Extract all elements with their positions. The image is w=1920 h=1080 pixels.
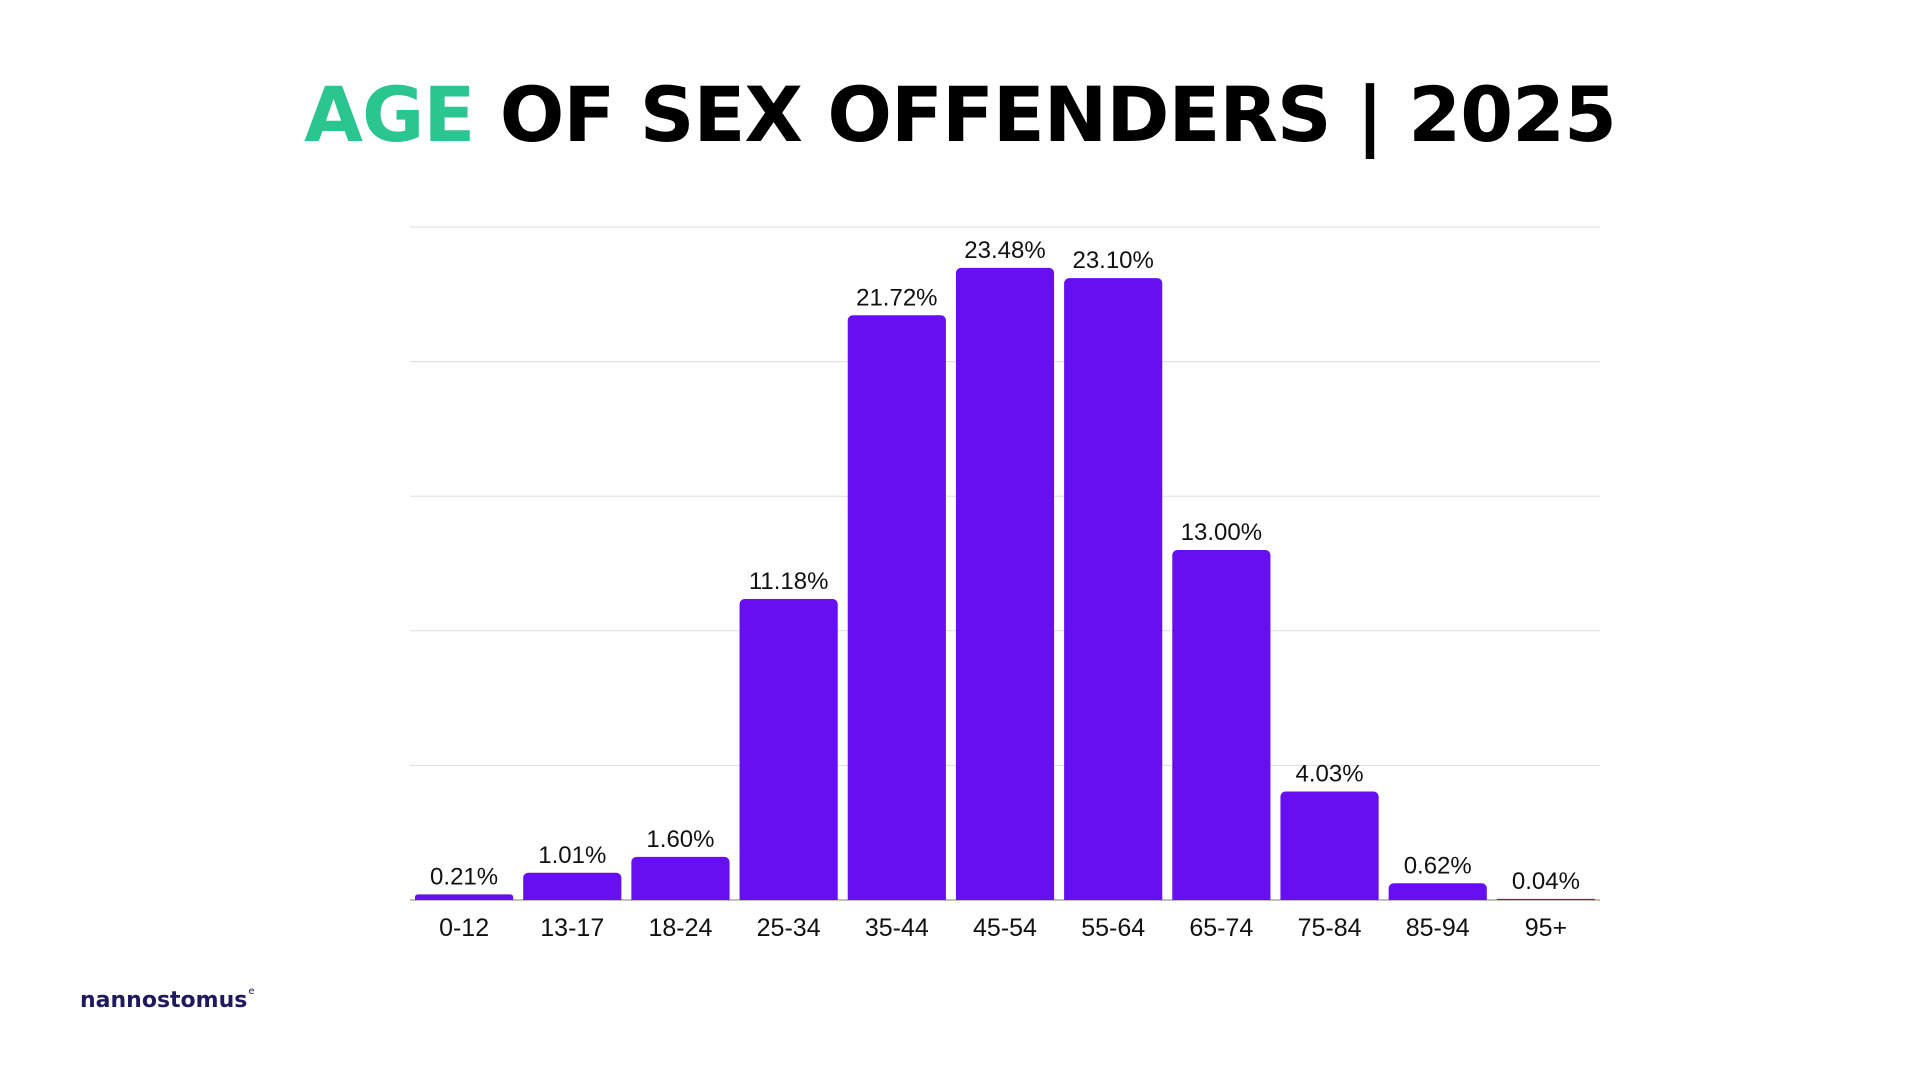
data-label-65-74: 13.00%	[1181, 519, 1262, 546]
bar-75-84	[1280, 791, 1379, 900]
bar-18-24	[631, 856, 730, 900]
bar-45-54	[955, 267, 1055, 900]
bar-13-17	[523, 872, 622, 900]
x-tick-label-13-17: 13-17	[540, 914, 604, 942]
x-tick-label-55-64: 55-64	[1081, 914, 1145, 942]
data-label-95+: 0.04%	[1512, 868, 1580, 895]
bar-65-74	[1172, 550, 1271, 900]
chart-title-rest: OF SEX OFFENDERS | 2025	[474, 70, 1617, 159]
bar-35-44	[847, 315, 946, 900]
brand-logo: nannostomuse	[80, 986, 255, 1013]
chart-title-accent: AGE	[304, 70, 475, 159]
data-labels: 0.21% 1.01% 1.60% 11.18% 21.72% 23.48% 23.10% 1…	[430, 237, 1580, 895]
x-tick-label-18-24: 18-24	[648, 914, 712, 942]
x-tick-label-0-12: 0-12	[439, 914, 489, 942]
bar-55-64	[1064, 278, 1163, 900]
bar-85-94	[1388, 883, 1487, 900]
data-label-18-24: 1.60%	[646, 826, 714, 853]
brand-logo-text: nannostomus	[80, 988, 248, 1013]
data-label-13-17: 1.01%	[538, 842, 606, 869]
x-tick-label-25-34: 25-34	[757, 914, 821, 942]
x-tick-label-45-54: 45-54	[973, 914, 1037, 942]
bar-95+	[1496, 898, 1595, 900]
x-tick-label-75-84: 75-84	[1298, 914, 1362, 942]
brand-logo-mark: e	[248, 986, 255, 997]
data-label-55-64: 23.10%	[1072, 247, 1153, 274]
data-label-0-12: 0.21%	[430, 863, 498, 890]
x-tick-label-35-44: 35-44	[865, 914, 929, 942]
bar-0-12	[415, 894, 514, 900]
data-label-75-84: 4.03%	[1296, 761, 1364, 788]
x-axis-tick-labels: 0-12 13-17 18-24 25-34 35-44 45-54 55-64 65-74 7…	[439, 914, 1567, 942]
x-tick-label-85-94: 85-94	[1406, 914, 1470, 942]
bars	[415, 267, 1595, 900]
x-tick-label-65-74: 65-74	[1189, 914, 1253, 942]
bar-25-34	[739, 599, 838, 900]
x-tick-label-95+: 95+	[1525, 914, 1567, 942]
chart-title: AGE OF SEX OFFENDERS | 2025	[0, 70, 1920, 159]
data-label-85-94: 0.62%	[1404, 852, 1472, 879]
data-label-35-44: 21.72%	[856, 284, 937, 311]
data-label-25-34: 11.18%	[749, 568, 829, 595]
data-label-45-54: 23.48%	[964, 237, 1045, 264]
